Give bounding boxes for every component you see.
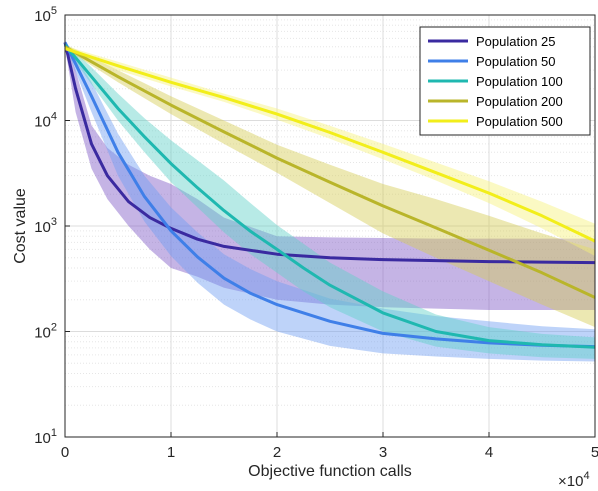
x-tick-label: 3	[379, 444, 387, 461]
y-tick-label-base: 10	[34, 325, 51, 342]
x-tick-label: 4	[485, 444, 493, 461]
legend-label-3: Population 100	[476, 74, 563, 89]
y-tick-label-base: 10	[34, 8, 51, 25]
series-band-4	[65, 44, 595, 328]
series-band-2	[65, 40, 595, 362]
y-tick-label-base: 10	[34, 114, 51, 131]
series-line-5	[64, 47, 596, 243]
y-tick-label-base: 10	[34, 430, 51, 447]
y-axis-title: Cost value	[12, 188, 29, 264]
x-axis-title: Objective function calls	[248, 463, 412, 480]
y-tick-label-base: 10	[34, 219, 51, 236]
y-tick-label: 101	[34, 427, 57, 447]
series-lines	[63, 41, 596, 349]
legend-label-1: Population 25	[476, 34, 556, 49]
y-tick-label: 102	[34, 322, 57, 342]
x-tick-labels: 0 1 2 3 4 5	[61, 444, 598, 461]
y-tick-label-exponent: 5	[51, 5, 57, 17]
legend: Population 25 Population 50 Population 100…	[419, 26, 591, 136]
y-tick-label-exponent: 3	[51, 216, 57, 228]
x-multiplier-base: ×10	[558, 473, 583, 490]
x-tick-label: 2	[273, 444, 281, 461]
x-tick-label: 5	[591, 444, 598, 461]
x-axis-multiplier: ×104	[558, 470, 590, 490]
series-line-3	[63, 44, 596, 349]
y-tick-label: 103	[34, 216, 57, 236]
x-multiplier-exponent: 4	[583, 470, 589, 482]
y-tick-label-exponent: 2	[51, 322, 57, 334]
legend-label-2: Population 50	[476, 54, 556, 69]
y-tick-label: 105	[34, 5, 57, 25]
axis-ticks	[64, 14, 596, 438]
series-line-2	[63, 41, 596, 349]
y-tick-label-exponent: 4	[51, 111, 57, 123]
series-line-1	[63, 42, 596, 265]
legend-label-5: Population 500	[476, 114, 563, 129]
series-band-1	[65, 40, 595, 310]
x-tick-label: 1	[167, 444, 175, 461]
series-band-3	[65, 42, 595, 359]
x-tick-label: 0	[61, 444, 69, 461]
series-line-4	[64, 45, 596, 299]
legend-label-4: Population 200	[476, 94, 563, 109]
y-tick-label: 104	[34, 111, 57, 131]
y-tick-label-exponent: 1	[51, 427, 57, 439]
